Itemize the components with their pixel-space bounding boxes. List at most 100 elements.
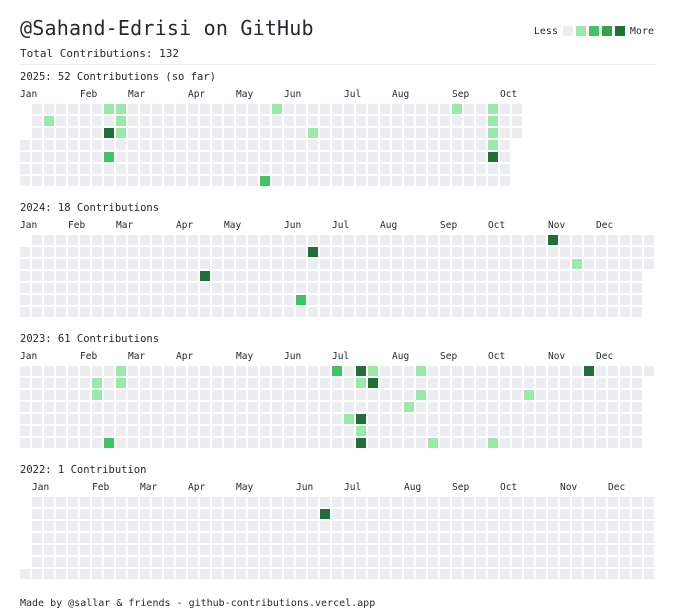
day-cell: [524, 533, 534, 543]
day-cell: [116, 390, 126, 400]
day-cell: [512, 116, 522, 126]
day-cell: [116, 569, 126, 579]
day-cell: [200, 247, 210, 257]
month-label: Jan: [20, 220, 38, 231]
day-cell: [332, 497, 342, 507]
day-cell: [164, 235, 174, 245]
day-cell: [104, 152, 114, 162]
day-cell: [332, 545, 342, 555]
day-cell: [32, 378, 42, 388]
day-cell: [212, 390, 222, 400]
day-cell: [104, 390, 114, 400]
day-cell: [404, 533, 414, 543]
day-cell: [284, 557, 294, 567]
day-cell: [428, 557, 438, 567]
day-cell: [260, 152, 270, 162]
day-cell: [236, 247, 246, 257]
day-cell: [560, 509, 570, 519]
month-label: Oct: [500, 89, 518, 100]
day-cell: [80, 176, 90, 186]
day-cell: [44, 426, 54, 436]
day-cell: [500, 521, 510, 531]
day-cell: [632, 426, 642, 436]
day-cell: [356, 509, 366, 519]
day-cell: [248, 247, 258, 257]
day-cell: [488, 164, 498, 174]
day-cell: [632, 533, 642, 543]
day-cell: [632, 259, 642, 269]
day-cell: [560, 247, 570, 257]
day-cell: [572, 259, 582, 269]
day-cell: [500, 176, 510, 186]
day-cell: [416, 569, 426, 579]
day-cell: [140, 176, 150, 186]
day-cell: [368, 307, 378, 317]
day-cell: [188, 497, 198, 507]
day-cell: [584, 390, 594, 400]
day-cell: [236, 521, 246, 531]
day-cell: [404, 176, 414, 186]
day-cell: [224, 426, 234, 436]
day-cell: [356, 116, 366, 126]
day-cell: [56, 545, 66, 555]
day-cell: [632, 390, 642, 400]
day-cell: [548, 545, 558, 555]
day-cell: [308, 497, 318, 507]
day-cell: [416, 140, 426, 150]
day-cell: [224, 569, 234, 579]
day-cell: [224, 152, 234, 162]
day-cell: [416, 259, 426, 269]
day-cell: [164, 378, 174, 388]
day-cell: [416, 378, 426, 388]
day-cell: [476, 247, 486, 257]
day-cell: [224, 307, 234, 317]
legend-swatch-2: [588, 26, 599, 36]
day-cell: [596, 414, 606, 424]
day-cell: [44, 545, 54, 555]
day-cell: [56, 283, 66, 293]
day-cell: [248, 128, 258, 138]
day-cell: [80, 104, 90, 114]
day-cell: [332, 104, 342, 114]
day-cell: [404, 438, 414, 448]
day-cell: [92, 307, 102, 317]
day-cell: [224, 438, 234, 448]
day-cell: [104, 545, 114, 555]
day-cell: [260, 414, 270, 424]
day-cell: [308, 414, 318, 424]
day-cell: [356, 307, 366, 317]
day-cell: [224, 176, 234, 186]
day-cell: [92, 509, 102, 519]
day-cell: [476, 259, 486, 269]
day-cell: [452, 271, 462, 281]
day-cell: [368, 259, 378, 269]
day-cell: [272, 378, 282, 388]
day-cell: [20, 152, 30, 162]
day-cell: [620, 235, 630, 245]
day-cell: [104, 426, 114, 436]
day-cell: [284, 390, 294, 400]
day-cell: [332, 247, 342, 257]
day-cell: [164, 295, 174, 305]
day-cell: [152, 414, 162, 424]
day-cell: [440, 140, 450, 150]
day-cell: [428, 545, 438, 555]
day-cell: [44, 152, 54, 162]
day-cell: [176, 247, 186, 257]
day-cell: [200, 366, 210, 376]
day-cell: [464, 366, 474, 376]
day-cell: [92, 164, 102, 174]
day-cell: [524, 271, 534, 281]
day-cell: [176, 259, 186, 269]
day-cell: [584, 414, 594, 424]
day-cell: [512, 283, 522, 293]
day-cell: [200, 438, 210, 448]
day-cell: [32, 557, 42, 567]
day-cell: [224, 247, 234, 257]
day-cell: [44, 569, 54, 579]
day-cell: [224, 104, 234, 114]
day-cell: [584, 557, 594, 567]
month-label: Jan: [20, 89, 38, 100]
day-cell: [44, 164, 54, 174]
month-label: Oct: [500, 482, 518, 493]
